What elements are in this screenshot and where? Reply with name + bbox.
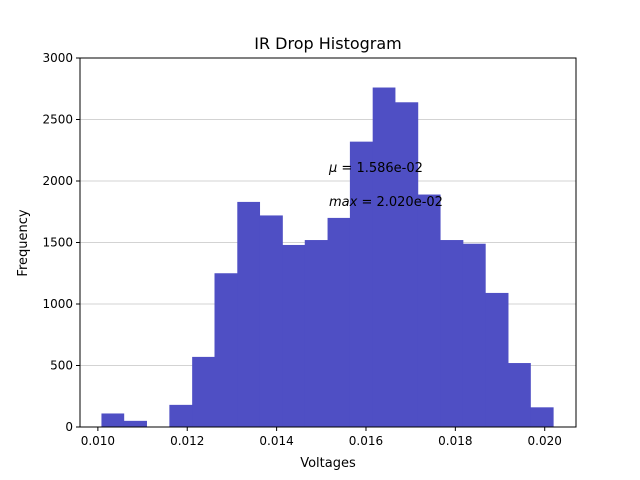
x-tick-label: 0.010 <box>81 434 115 448</box>
histogram-bar <box>259 215 283 427</box>
y-tick-label: 2000 <box>42 174 73 188</box>
y-tick-label: 1000 <box>42 297 73 311</box>
histogram-bar <box>372 87 396 428</box>
histogram-bar <box>282 244 306 427</box>
histogram-bar <box>485 292 509 427</box>
histogram-bar <box>237 201 261 427</box>
histogram-bar <box>169 404 193 427</box>
y-tick-label: 500 <box>50 359 73 373</box>
y-tick-label: 3000 <box>42 51 73 65</box>
x-axis-label: Voltages <box>300 456 356 471</box>
histogram-bar <box>530 407 554 427</box>
histogram-bar <box>508 363 531 427</box>
x-tick-label: 0.020 <box>528 434 562 448</box>
histogram-bar <box>101 413 125 427</box>
x-tick-label: 0.018 <box>438 434 472 448</box>
histogram-bar <box>327 217 351 427</box>
histogram-bar <box>395 102 419 427</box>
y-axis-label: Frequency <box>16 209 31 276</box>
chart-title: IR Drop Histogram <box>254 34 402 53</box>
histogram-bar <box>462 243 486 427</box>
histogram-bar <box>214 273 238 427</box>
x-axis-ticks: 0.010 0.012 0.014 0.016 0.018 0.020 <box>81 427 562 448</box>
y-tick-label: 2500 <box>42 113 73 127</box>
histogram-bar <box>123 420 147 427</box>
y-axis-ticks: 0 500 1000 1500 2000 2500 3000 <box>42 51 80 434</box>
mean-value: = 1.586e-02 <box>337 161 423 176</box>
y-tick-label: 0 <box>65 420 73 434</box>
histogram-bar <box>192 356 215 427</box>
max-annotation: max = 2.020e-02 <box>329 195 443 210</box>
histogram-bar <box>304 240 328 427</box>
mean-symbol: μ <box>328 161 337 176</box>
x-tick-label: 0.014 <box>259 434 293 448</box>
histogram-bar <box>417 194 441 427</box>
max-value: = 2.020e-02 <box>357 195 443 210</box>
mean-annotation: μ = 1.586e-02 <box>328 161 423 176</box>
histogram-bar <box>440 240 464 427</box>
histogram-bar <box>349 141 374 427</box>
y-tick-label: 1500 <box>42 236 73 250</box>
max-symbol: max <box>329 195 358 210</box>
x-tick-label: 0.016 <box>349 434 383 448</box>
histogram-bars <box>101 87 554 428</box>
x-tick-label: 0.012 <box>170 434 204 448</box>
